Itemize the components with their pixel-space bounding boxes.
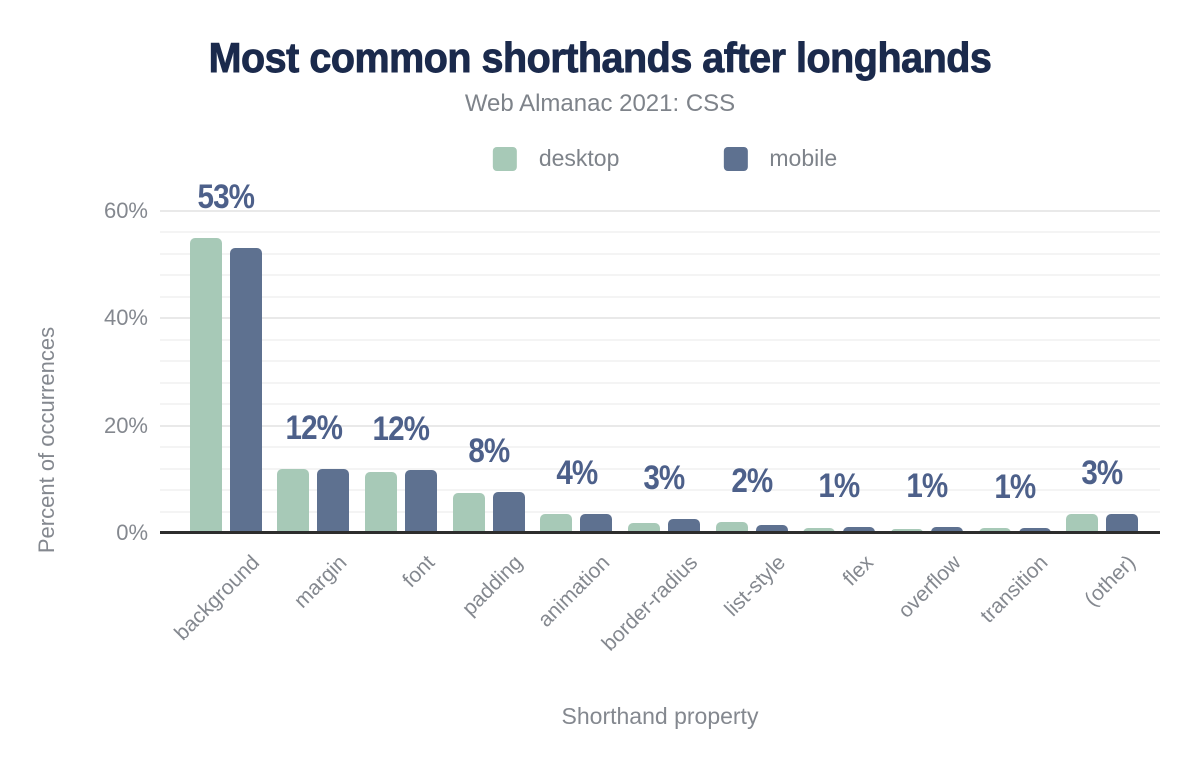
x-tick-label: font — [398, 551, 440, 593]
bars-area: 53% background 12% margin 12% font 8% padding 4%… — [170, 180, 1146, 656]
bar-group-animation: 4% animation — [533, 200, 621, 632]
bar-desktop-margin — [277, 468, 310, 533]
bar-desktop-animation — [540, 514, 573, 533]
bar-group-other: 3% (other) — [1058, 200, 1146, 611]
y-tick-label: 20% — [103, 412, 148, 438]
value-label: 1% — [818, 467, 861, 506]
bar-pair — [890, 527, 963, 533]
bar-pair — [715, 522, 788, 533]
value-label: 12% — [372, 410, 430, 449]
bar-group-border-radius: 3% border-radius — [598, 200, 708, 656]
gridline-major — [160, 209, 1160, 212]
gridline-minor — [160, 489, 1160, 492]
value-label: 2% — [731, 462, 773, 501]
gridline-minor — [160, 446, 1160, 449]
bar-desktop-transition — [978, 527, 1011, 533]
bar-desktop-list-style — [715, 522, 748, 533]
bar-group-background: 53% background — [170, 180, 270, 645]
bar-pair — [978, 527, 1051, 533]
bar-mobile-overflow — [930, 527, 963, 533]
bar-pair — [189, 237, 262, 533]
value-label: 53% — [197, 177, 255, 216]
gridline-minor — [160, 274, 1160, 277]
gridline-minor — [160, 510, 1160, 513]
bar-group-list-style: 2% list-style — [708, 200, 796, 621]
legend-label-desktop: desktop — [538, 145, 620, 171]
bar-group-padding: 8% padding — [445, 200, 533, 620]
mobile-swatch-icon — [723, 146, 748, 171]
x-tick-label: (other) — [1080, 551, 1141, 612]
value-label: 3% — [643, 459, 686, 498]
value-label: 3% — [1081, 453, 1124, 492]
bar-mobile-padding — [492, 492, 525, 533]
bar-group-font: 12% font — [357, 200, 445, 592]
value-label: 1% — [906, 467, 948, 506]
bar-desktop-font — [365, 471, 398, 533]
chart-title: Most common shorthands after longhands — [208, 34, 992, 82]
chart-legend: desktop mobile — [492, 145, 837, 172]
bar-mobile-transition — [1018, 527, 1051, 533]
y-tick-label: 40% — [103, 305, 148, 331]
x-tick-label: background — [170, 551, 265, 645]
y-tick-label: 0% — [116, 520, 148, 545]
x-tick-label: margin — [290, 551, 352, 613]
bar-mobile-background — [229, 248, 262, 533]
x-tick-label: overflow — [893, 551, 966, 623]
bar-pair — [803, 527, 876, 533]
chart-subtitle: Web Almanac 2021: CSS — [464, 90, 736, 117]
value-label: 8% — [468, 432, 510, 471]
x-tick-label: flex — [838, 551, 878, 591]
bar-desktop-background — [189, 237, 222, 533]
value-label: 4% — [555, 453, 598, 492]
value-label: 1% — [994, 467, 1036, 506]
bar-mobile-font — [405, 470, 438, 533]
bar-pair — [452, 492, 525, 533]
legend-item-mobile: mobile — [723, 145, 837, 172]
x-tick-label: animation — [533, 551, 615, 632]
x-tick-label: padding — [457, 551, 528, 621]
desktop-swatch-icon — [492, 146, 517, 171]
plot-area: 53% background 12% margin 12% font 8% padding 4%… — [160, 180, 1160, 656]
bar-desktop-flex — [803, 528, 836, 533]
bar-group-flex: 1% flex — [795, 200, 883, 590]
bar-desktop-border-radius — [628, 522, 661, 533]
legend-item-desktop: desktop — [492, 145, 620, 172]
bar-mobile-list-style — [755, 524, 788, 533]
bar-mobile-animation — [580, 513, 613, 533]
gridline-minor — [160, 381, 1160, 384]
gridline-minor — [160, 252, 1160, 255]
gridline-minor — [160, 295, 1160, 298]
bar-mobile-other — [1106, 513, 1139, 533]
gridline-minor — [160, 231, 1160, 234]
bar-mobile-border-radius — [668, 519, 701, 533]
gridline-minor — [160, 403, 1160, 406]
legend-label-mobile: mobile — [769, 145, 838, 171]
bar-pair — [365, 470, 438, 533]
bar-pair — [1066, 513, 1139, 533]
gridline-minor — [160, 360, 1160, 363]
x-tick-label: transition — [976, 551, 1053, 628]
y-axis-title: Percent of occurrences — [34, 326, 59, 554]
bar-pair — [277, 468, 350, 533]
gridline-major — [160, 424, 1160, 427]
bar-desktop-overflow — [890, 528, 923, 533]
bar-pair — [540, 513, 613, 533]
bar-group-transition: 1% transition — [971, 200, 1059, 628]
x-axis-title: Shorthand property — [561, 703, 759, 729]
x-axis-line — [160, 531, 1160, 534]
x-tick-label: list-style — [720, 551, 790, 621]
bar-mobile-flex — [843, 527, 876, 533]
bar-group-overflow: 1% overflow — [883, 200, 971, 623]
value-label: 12% — [285, 408, 342, 447]
bar-group-margin: 12% margin — [270, 200, 358, 613]
gridline-minor — [160, 467, 1160, 470]
gridline-minor — [160, 338, 1160, 341]
bar-desktop-other — [1066, 514, 1099, 533]
bar-desktop-padding — [452, 492, 485, 533]
y-tick-label: 60% — [103, 197, 148, 223]
gridline-major — [160, 317, 1160, 320]
bar-pair — [628, 519, 701, 533]
bar-mobile-margin — [317, 468, 350, 533]
